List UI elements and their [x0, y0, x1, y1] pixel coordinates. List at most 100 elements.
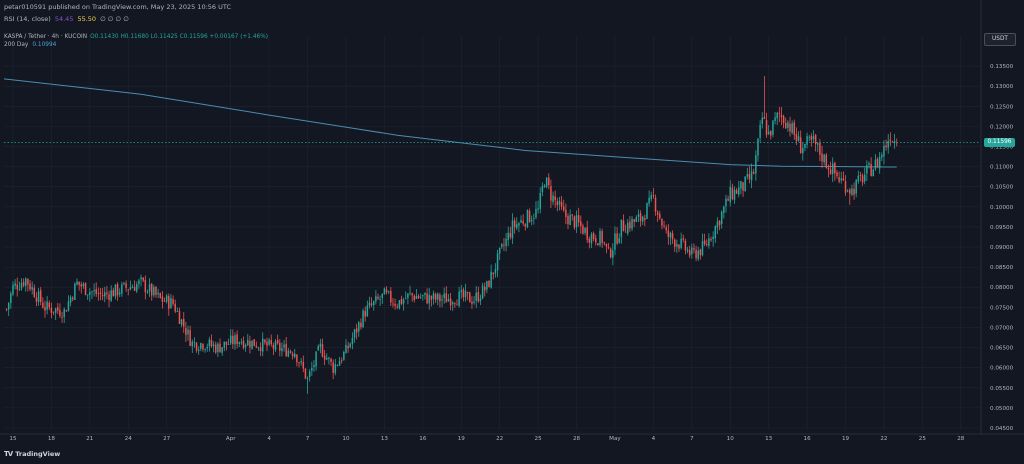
grid-layer	[0, 0, 1024, 435]
candle	[631, 216, 633, 232]
candle	[782, 114, 785, 129]
candle	[383, 287, 386, 295]
candle	[161, 291, 164, 309]
candle	[831, 157, 834, 183]
currency-button[interactable]: USDT	[984, 33, 1016, 46]
candle	[110, 285, 112, 303]
candle	[285, 336, 287, 358]
candle-body	[757, 138, 759, 156]
candle	[168, 293, 170, 316]
candle	[163, 297, 166, 303]
y-tick-label: 0.06500	[990, 346, 1014, 352]
candle	[789, 116, 791, 137]
candle	[656, 210, 659, 222]
candle-body	[780, 114, 783, 117]
tradingview-brand[interactable]: TV TradingView	[4, 450, 60, 458]
candle-body	[447, 298, 450, 302]
candle-body	[313, 365, 315, 368]
candle-body	[624, 231, 627, 233]
rsi-extra: ∅ ∅ ∅ ∅	[100, 15, 129, 23]
candle	[857, 170, 860, 184]
candle	[279, 338, 281, 357]
candle-body	[426, 293, 428, 304]
candle	[575, 210, 578, 234]
ma-legend[interactable]: 200 Day 0.10994	[4, 42, 56, 48]
candle	[740, 180, 742, 195]
candle-body	[402, 299, 405, 304]
candle-body	[612, 250, 614, 258]
y-tick-label: 0.11500	[990, 144, 1014, 150]
candle	[42, 297, 44, 309]
candle-body	[586, 227, 588, 240]
candle	[716, 217, 719, 234]
candle	[422, 294, 424, 301]
candle	[513, 217, 516, 234]
x-tick-label: 10	[727, 436, 735, 442]
candle-body	[861, 175, 864, 183]
candle-body	[554, 196, 556, 201]
y-tick-label: 0.12000	[990, 124, 1014, 130]
candle-body	[575, 215, 578, 228]
candle	[454, 302, 456, 308]
candle-body	[272, 344, 275, 349]
candle-body	[74, 283, 76, 301]
candle	[866, 160, 868, 181]
candle	[118, 288, 121, 298]
candle-body	[684, 240, 687, 251]
candle	[251, 340, 253, 350]
candle	[633, 218, 635, 227]
symbol-label: KASPA / Tether · 4h · KUCOIN	[4, 34, 88, 40]
candle	[142, 277, 144, 283]
candle-body	[639, 213, 642, 222]
candle	[887, 134, 889, 154]
candle-body	[52, 311, 55, 313]
candle-body	[451, 302, 454, 305]
candle	[249, 335, 251, 354]
candle-body	[616, 233, 618, 244]
candle-body	[503, 244, 505, 246]
candle	[370, 297, 373, 308]
candle-body	[752, 172, 755, 174]
candle	[810, 133, 813, 147]
candle-body	[95, 288, 97, 294]
candle-body	[270, 340, 273, 345]
candle-body	[541, 186, 544, 193]
candle-body	[738, 187, 740, 195]
candle-body	[99, 292, 102, 294]
candle	[417, 294, 420, 299]
candle-body	[400, 298, 403, 304]
candle-body	[413, 295, 416, 301]
candle-body	[556, 201, 559, 206]
symbol-legend[interactable]: KASPA / Tether · 4h · KUCOIN O0.11430 H0…	[4, 34, 268, 40]
candle	[727, 195, 729, 201]
candle	[67, 295, 70, 312]
candle	[876, 157, 879, 168]
candle	[57, 303, 59, 315]
candle-body	[878, 156, 881, 169]
candle-body	[306, 377, 309, 379]
candle	[520, 215, 522, 224]
candle	[838, 171, 840, 184]
candle	[155, 286, 157, 298]
candle	[232, 329, 234, 350]
candle	[176, 307, 179, 312]
candle-body	[868, 163, 870, 165]
candle	[432, 290, 435, 305]
tradingview-brand-name: TradingView	[15, 450, 61, 458]
candle	[366, 300, 369, 317]
candle	[695, 245, 697, 262]
candle	[112, 287, 115, 297]
candle-body	[347, 345, 349, 349]
candle	[503, 237, 505, 251]
candle	[829, 161, 832, 175]
candle	[14, 279, 16, 290]
candle-body	[168, 296, 170, 309]
candle	[776, 111, 778, 125]
candle-body	[565, 209, 567, 217]
candle	[437, 292, 439, 306]
candle-body	[759, 124, 761, 138]
candle-body	[242, 340, 245, 348]
rsi-legend[interactable]: RSI (14, close) 54.45 55.50 ∅ ∅ ∅ ∅	[4, 15, 129, 23]
candle	[306, 376, 309, 394]
